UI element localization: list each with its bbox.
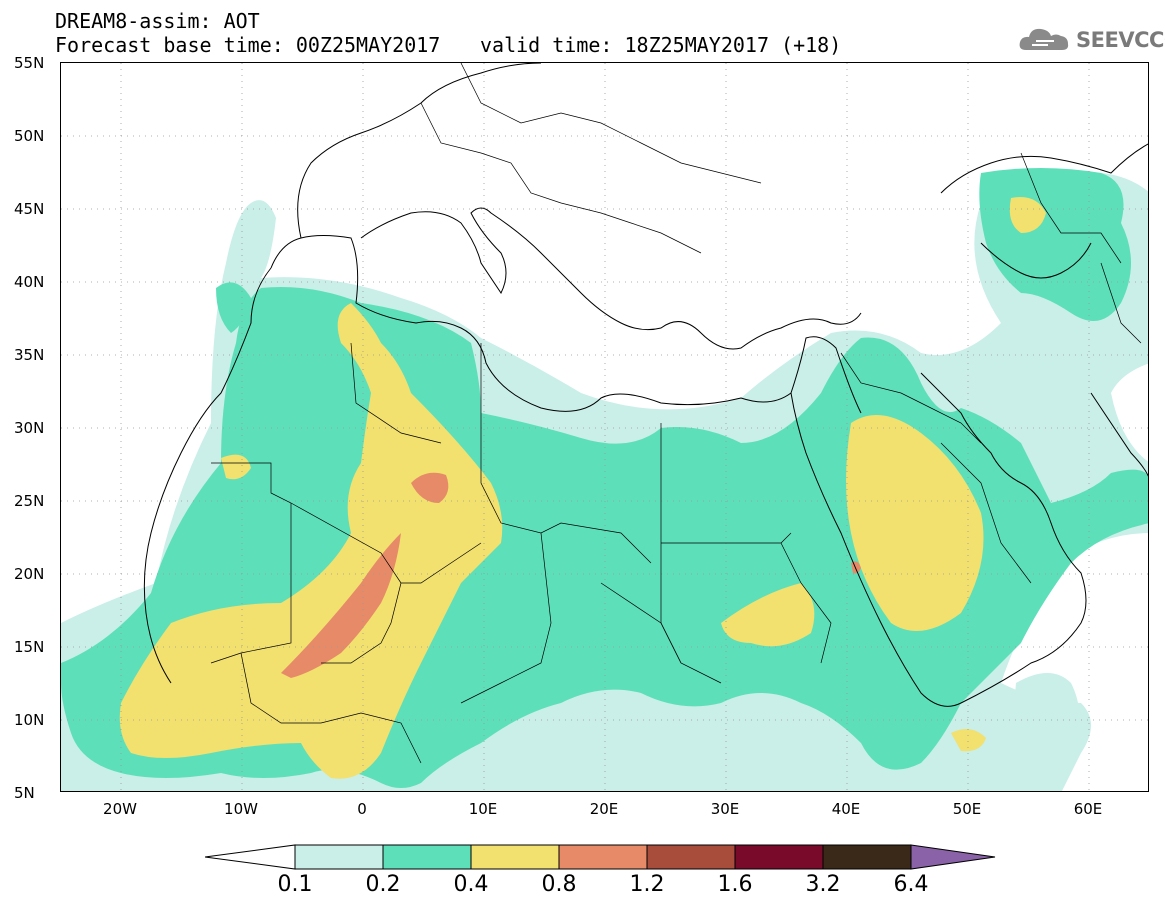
colorbar-bin-4 [558,844,648,870]
lon-label-0: 0 [357,800,367,818]
lon-label-10e: 10E [468,800,498,818]
lat-label-35n: 35N [14,346,45,364]
colorbar-over-arrow [910,844,996,870]
lon-label-10w: 10W [224,800,258,818]
colorbar-bin-1 [294,844,384,870]
lon-label-40e: 40E [831,800,861,818]
seevccc-logo: SEEVCCC [1018,24,1165,54]
cloud-icon [1019,28,1069,50]
lon-label-60e: 60E [1073,800,1103,818]
colorbar-label-1.2: 1.2 [629,872,665,897]
aot-contour-0.8 [281,472,861,678]
lat-label-50n: 50N [14,127,45,145]
aot-map [60,62,1149,792]
lat-label-30n: 30N [14,419,45,437]
lat-label-5n: 5N [14,784,35,802]
colorbar-bin-2 [382,844,472,870]
colorbar-label-1.6: 1.6 [717,872,753,897]
colorbar-under-arrow [204,844,296,870]
lat-label-45n: 45N [14,200,45,218]
logo-text: SEEVCCC [1076,28,1165,52]
lat-label-15n: 15N [14,638,45,656]
forecast-base-time: Forecast base time: 00Z25MAY2017 [55,33,441,57]
colorbar [204,842,1000,872]
colorbar-bin-6 [734,844,824,870]
map-title: DREAM8-assim: AOT [55,9,260,33]
lon-label-20w: 20W [103,800,137,818]
lat-label-55n: 55N [14,54,45,72]
colorbar-label-3.2: 3.2 [805,872,841,897]
lat-label-40n: 40N [14,273,45,291]
country-borders [210,63,1142,764]
valid-time: valid time: 18Z25MAY2017 (+18) [480,33,842,57]
lon-label-50e: 50E [952,800,982,818]
colorbar-label-0.8: 0.8 [541,872,577,897]
aot-contour-0.4 [119,197,1046,779]
colorbar-bin-7 [822,844,912,870]
lon-label-30e: 30E [710,800,740,818]
lat-label-25n: 25N [14,492,45,510]
colorbar-bin-3 [470,844,560,870]
colorbar-label-0.4: 0.4 [453,872,489,897]
colorbar-label-0.2: 0.2 [365,872,401,897]
map-canvas [61,63,1148,791]
colorbar-label-0.1: 0.1 [277,872,313,897]
coastlines [143,63,1148,707]
colorbar-bin-5 [646,844,736,870]
lat-label-10n: 10N [14,711,45,729]
lon-label-20e: 20E [589,800,619,818]
colorbar-label-6.4: 6.4 [893,872,929,897]
lat-label-20n: 20N [14,565,45,583]
